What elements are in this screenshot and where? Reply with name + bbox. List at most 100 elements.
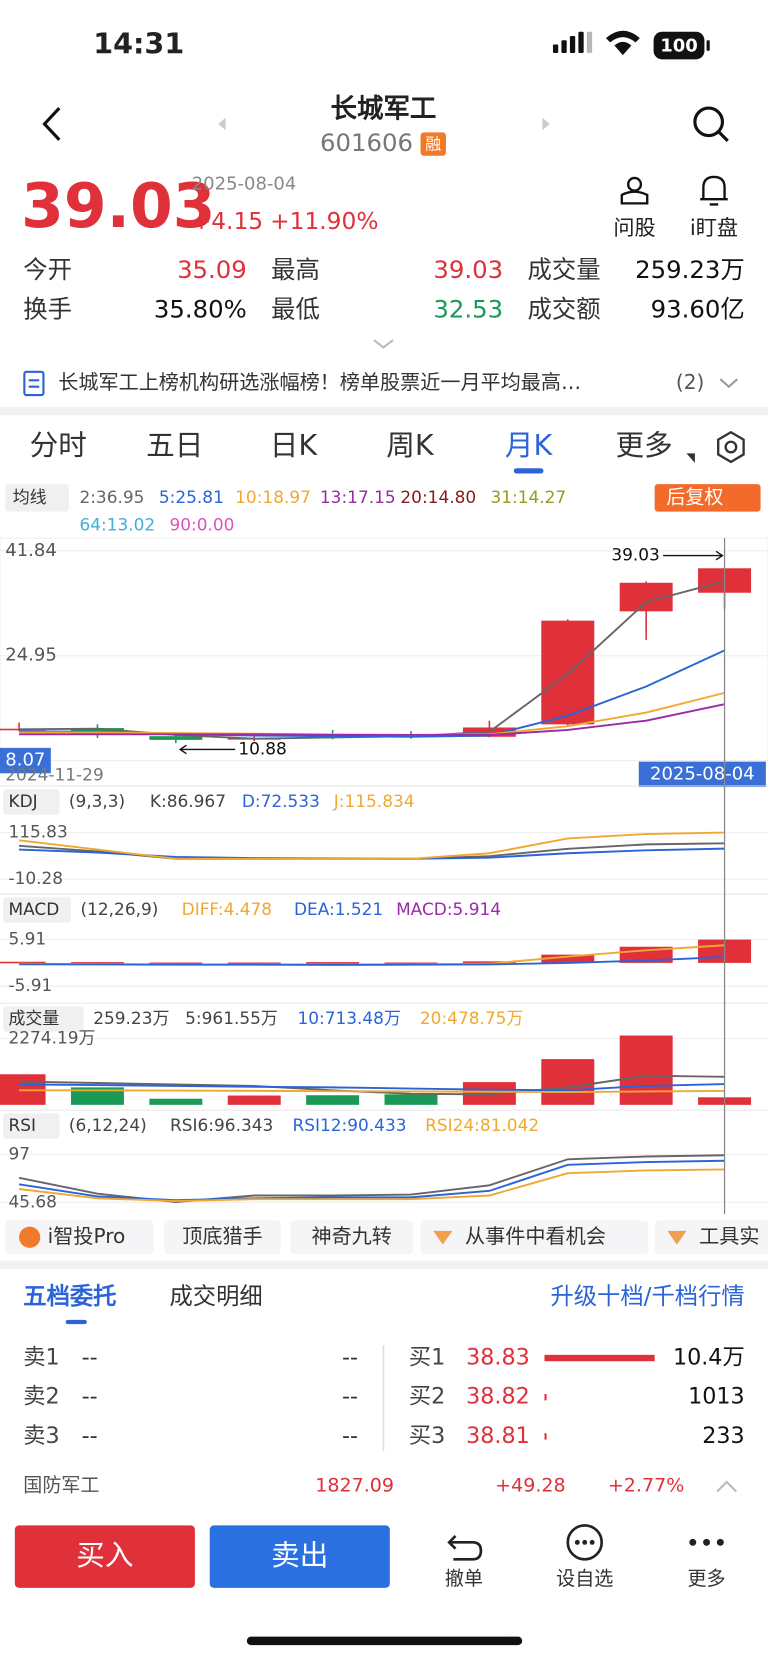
ma-legend-item: 31:14.27 — [490, 487, 566, 507]
prev-icon[interactable] — [218, 117, 226, 131]
ma-title-bg — [5, 484, 69, 512]
stock-code: 601606 — [320, 128, 413, 157]
tool-label[interactable]: 神奇九转 — [311, 1224, 391, 1248]
panel-title[interactable]: RSI — [8, 1115, 36, 1135]
bell-icon[interactable] — [700, 175, 728, 206]
low-arrow — [178, 744, 236, 755]
period-tab[interactable]: 日K — [270, 428, 319, 462]
high-arrow — [663, 550, 724, 561]
sell-price: -- — [82, 1423, 98, 1449]
macd-bar — [306, 962, 360, 964]
indicator-line — [19, 703, 725, 736]
book-tab[interactable]: 五档委托 — [23, 1283, 116, 1310]
y-tick-label: 2274.19万 — [8, 1028, 95, 1048]
ask-icon[interactable] — [620, 176, 649, 205]
panel-params: (6,12,24) — [69, 1115, 147, 1135]
sell-label[interactable]: 卖出 — [271, 1538, 328, 1572]
indicator-line — [18, 1159, 725, 1202]
adjust-mode[interactable]: 后复权 — [666, 486, 723, 508]
settings-icon[interactable] — [717, 430, 745, 464]
ma-legend-item: 20:14.80 — [400, 487, 476, 507]
panel-title[interactable]: 成交量 — [8, 1008, 59, 1028]
y-tick-label: 115.83 — [8, 822, 67, 842]
period-tab[interactable]: 周K — [386, 428, 435, 462]
news-icon — [23, 370, 45, 397]
panel-legend: D:72.533 — [242, 791, 320, 811]
tool-pill[interactable] — [420, 1220, 649, 1255]
bottom-action[interactable]: 设自选 — [556, 1568, 613, 1590]
sell-volume: -- — [342, 1384, 358, 1410]
chart-frame — [0, 537, 768, 762]
stat-label: 最高 — [271, 255, 320, 284]
sell-level: 卖1 — [23, 1345, 59, 1371]
panel-legend: 5:961.55万 — [185, 1008, 278, 1028]
sell-price: -- — [82, 1345, 98, 1371]
news-text[interactable]: 长城军工上榜机构研选涨幅榜！榜单股票近一月平均最高… — [58, 370, 581, 394]
tool-label[interactable]: 从事件中看机会 — [465, 1224, 606, 1248]
watch-icon[interactable] — [566, 1524, 604, 1561]
adjust-bg[interactable] — [654, 484, 761, 512]
ma-legend-item: 64:13.02 — [79, 514, 155, 534]
search-icon[interactable] — [693, 106, 729, 143]
period-tab[interactable]: 五日 — [146, 428, 203, 462]
end-date-bg — [638, 761, 766, 788]
bottom-action[interactable]: 撤单 — [445, 1568, 483, 1590]
news-expand[interactable] — [719, 378, 738, 389]
indicator-line — [19, 691, 725, 736]
collapse-icon[interactable] — [716, 1480, 737, 1493]
stat-label: 今开 — [23, 255, 72, 284]
buy-level: 买1 — [409, 1345, 445, 1371]
sell-button[interactable] — [209, 1525, 390, 1588]
status-icons — [552, 30, 710, 60]
tool-pill[interactable] — [654, 1220, 768, 1255]
expand-icon[interactable] — [373, 339, 394, 349]
quote-date: 2025-08-04 — [192, 173, 297, 194]
panel-title[interactable]: MACD — [8, 899, 59, 919]
panel-legend: J:115.834 — [333, 791, 415, 811]
depth-bar — [544, 1433, 547, 1440]
buy-price: 38.81 — [466, 1423, 530, 1449]
y-tick-label: -10.28 — [8, 868, 63, 888]
tool-pill[interactable] — [290, 1220, 414, 1255]
start-date: 2024-11-29 — [5, 764, 103, 784]
period-tab[interactable]: 分时 — [30, 428, 87, 462]
action-label[interactable]: i盯盘 — [690, 215, 738, 240]
period-tab[interactable]: 更多 — [615, 428, 672, 462]
undo-icon[interactable] — [447, 1535, 483, 1561]
tool-label[interactable]: i智投Pro — [48, 1224, 126, 1248]
margin-badge: 融 — [425, 135, 441, 154]
y-tick-label: 8.07 — [5, 750, 45, 771]
action-label[interactable]: 问股 — [613, 215, 655, 240]
buy-label[interactable]: 买入 — [76, 1538, 133, 1572]
tool-label[interactable]: 工具实 — [699, 1224, 759, 1248]
volume-bar — [619, 1035, 673, 1105]
tool-label[interactable]: 顶底猎手 — [182, 1224, 262, 1248]
book-tab[interactable]: 成交明细 — [169, 1283, 262, 1310]
volume-bar — [149, 1098, 203, 1105]
tool-pill[interactable] — [5, 1220, 154, 1255]
panel-title-bg — [3, 897, 71, 923]
period-tab[interactable]: 月K — [505, 428, 554, 462]
stat-value: 32.53 — [433, 294, 503, 323]
ma-legend-item: 13:17.15 — [320, 487, 396, 507]
upgrade-link[interactable]: 升级十档/千档行情 — [550, 1283, 744, 1310]
panel-legend: MACD:5.914 — [396, 899, 501, 919]
divider — [0, 1260, 768, 1270]
depth-bar — [544, 1354, 655, 1362]
buy-button[interactable] — [14, 1525, 195, 1588]
bottom-action[interactable]: 更多 — [688, 1568, 726, 1590]
more-icon[interactable] — [689, 1538, 724, 1546]
badge-bg — [420, 132, 446, 156]
event-icon — [433, 1230, 453, 1245]
back-icon[interactable] — [42, 106, 61, 141]
macd-bar — [149, 962, 203, 965]
price: 39.03 — [21, 171, 215, 242]
stat-label: 最低 — [271, 294, 320, 323]
macd-bar — [70, 962, 124, 964]
tab-underline — [513, 468, 544, 474]
tool-pill[interactable] — [164, 1220, 281, 1255]
panel-params: (12,26,9) — [81, 899, 159, 919]
next-icon[interactable] — [542, 117, 550, 131]
panel-title[interactable]: KDJ — [8, 791, 37, 811]
